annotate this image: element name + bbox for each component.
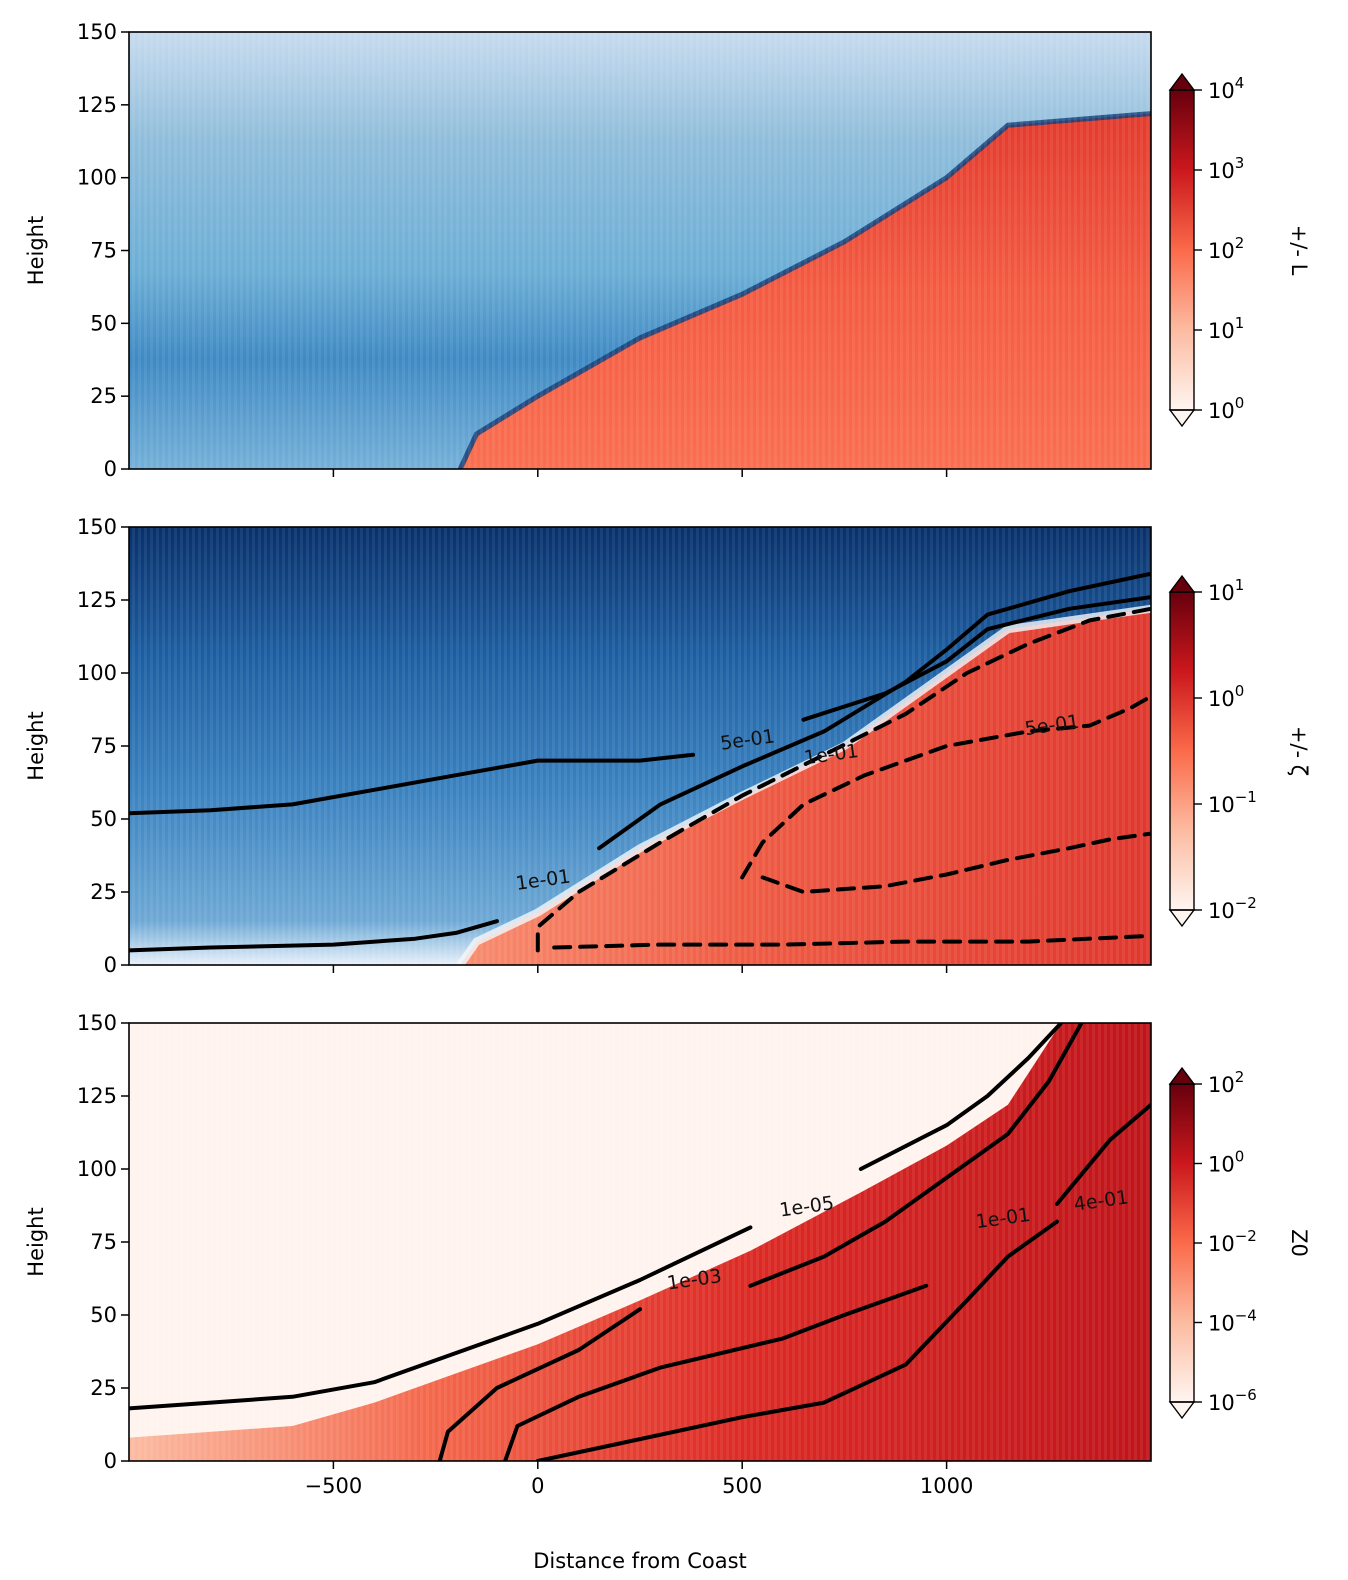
colorbar-label: +/- L: [1287, 225, 1311, 276]
y-tick-label: 25: [90, 384, 117, 408]
contour-1e-01-4: [503, 1283, 929, 1461]
colorbar-extend-min: [1168, 409, 1196, 428]
y-axis-label: Height: [24, 711, 48, 780]
y-tick-label: 50: [90, 807, 117, 831]
y-tick-label: 125: [77, 93, 117, 117]
x-tick-label: 1000: [920, 1474, 973, 1498]
y-tick-label: 75: [90, 1230, 117, 1254]
colorbar-middle: 10−2 10−1 100 101 +/- ζ: [1168, 574, 1311, 928]
contour-1e-03-2: [437, 1307, 642, 1461]
contour-line-7: [760, 831, 1151, 894]
y-tick-label: 100: [77, 1157, 117, 1181]
y-tick-label: 150: [77, 20, 117, 44]
contour-line-5: [552, 933, 1151, 950]
colorbar-tick-label: 102: [1208, 234, 1244, 263]
colorbar-tick-label: 100: [1208, 682, 1244, 711]
y-tick-label: 0: [104, 953, 117, 977]
colorbar-tick-label: 100: [1208, 394, 1244, 423]
colorbar-bottom: 10−6 10−4 10−2 100 102 Z0: [1168, 1066, 1311, 1420]
x-axis-label: Distance from Coast: [533, 1549, 747, 1573]
y-tick-label: 125: [77, 588, 117, 612]
panel-top: 0 25 50 75 100 125 150 Height: [24, 20, 1152, 481]
colorbar-gradient: [1170, 592, 1194, 910]
x-tick-label: 500: [722, 1474, 762, 1498]
y-axis-label: Height: [24, 216, 48, 285]
colorbar-tick-label: 104: [1208, 74, 1244, 103]
column-texture: [129, 527, 1151, 965]
colorbar-tick-label: 103: [1208, 154, 1244, 183]
y-tick-label: 150: [77, 1011, 117, 1035]
y-axis-label: Height: [24, 1207, 48, 1276]
colorbar-extend-max: [1168, 574, 1196, 593]
colorbar-tick-label: 100: [1208, 1148, 1244, 1177]
y-tick-label: 75: [90, 734, 117, 758]
contour-4e-01-5: [535, 1219, 1059, 1461]
x-tick-label: 0: [531, 1474, 544, 1498]
contour-5e-01-0: [129, 752, 696, 816]
column-texture: [129, 32, 1151, 469]
colorbar-label: +/- ζ: [1287, 726, 1311, 776]
y-tick-label: 0: [104, 1449, 117, 1473]
x-tick-label: −500: [305, 1474, 363, 1498]
contour-1e-01-4: [535, 606, 1151, 953]
colorbar-tick-label: 101: [1208, 314, 1244, 343]
colorbar-tick-label: 10−6: [1208, 1386, 1257, 1415]
y-tick-label: 0: [104, 457, 117, 481]
contour-5e-01-3: [801, 595, 1151, 722]
colorbar-tick-label: 10−4: [1208, 1307, 1257, 1336]
y-tick-label: 100: [77, 166, 117, 190]
y-tick-label: 125: [77, 1084, 117, 1108]
contour-1e-03-3: [748, 1023, 1084, 1288]
y-tick-label: 25: [90, 1376, 117, 1400]
contour-1e-05-0: [129, 1225, 753, 1411]
plot-area-top: [129, 32, 1151, 469]
colorbar-tick-label: 10−1: [1208, 788, 1257, 817]
colorbar-frame: [1169, 591, 1195, 911]
colorbar-extend-max: [1168, 72, 1196, 91]
colorbar-gradient: [1170, 90, 1194, 410]
contour-4e-01-6: [1055, 1102, 1151, 1206]
colorbar-tick-label: 10−2: [1208, 894, 1257, 923]
colorbar-extend-max: [1168, 1066, 1196, 1085]
colorbar-tick-label: 10−2: [1208, 1227, 1257, 1256]
colorbar-tick-label: 102: [1208, 1068, 1244, 1097]
contour-1e-05-1: [858, 1023, 1064, 1171]
colorbar-gradient: [1170, 1084, 1194, 1402]
colorbar-extend-min: [1168, 909, 1196, 928]
y-tick-label: 75: [90, 239, 117, 263]
contour-1e-01-1: [129, 919, 499, 953]
y-tick-label: 50: [90, 1303, 117, 1327]
colorbar-extend-min: [1168, 1401, 1196, 1420]
colorbar-label: Z0: [1287, 1229, 1311, 1257]
colorbar-top: 100 101 102 103 104 +/- L: [1168, 72, 1311, 428]
y-tick-label: 25: [90, 880, 117, 904]
column-texture: [129, 1023, 1151, 1461]
y-tick-label: 50: [90, 311, 117, 335]
y-tick-label: 100: [77, 661, 117, 685]
contour-5e-01-6: [740, 694, 1151, 880]
colorbar-tick-label: 101: [1208, 576, 1244, 605]
y-tick-label: 150: [77, 515, 117, 539]
